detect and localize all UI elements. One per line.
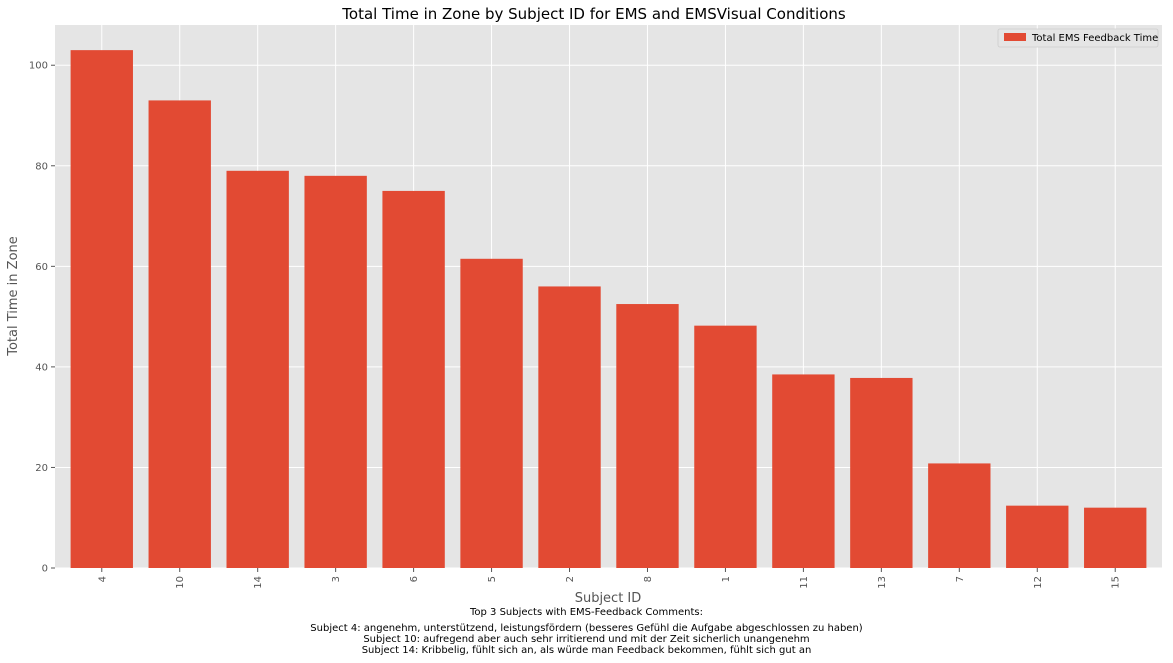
x-tick-label: 13 (877, 576, 888, 589)
comment-line: Subject 4: angenehm, unterstützend, leis… (310, 623, 863, 634)
x-tick-label: 8 (643, 576, 654, 582)
x-tick-label: 12 (1033, 576, 1044, 589)
bar-subject-7 (928, 463, 991, 568)
x-tick-label: 15 (1111, 576, 1122, 589)
bar-subject-6 (382, 190, 445, 568)
comment-line: Subject 14: Kribbelig, fühlt sich an, al… (361, 645, 812, 656)
plot-area (55, 25, 1162, 568)
comment-line: Subject 10: aufregend aber auch sehr irr… (363, 634, 810, 645)
bar-subject-2 (538, 286, 601, 568)
y-tick-label: 20 (35, 463, 48, 474)
bar-subject-13 (850, 377, 913, 568)
y-tick-label: 100 (29, 61, 48, 72)
bar-subject-5 (460, 258, 523, 568)
y-tick-label: 60 (35, 262, 48, 273)
bar-subject-1 (694, 325, 757, 568)
legend-label: Total EMS Feedback Time (1031, 33, 1158, 44)
x-tick-label: 11 (799, 576, 810, 589)
x-tick-label: 10 (175, 576, 186, 589)
bar-subject-3 (304, 175, 367, 569)
chart-title: Total Time in Zone by Subject ID for EMS… (341, 5, 846, 23)
bar-subject-15 (1084, 507, 1147, 568)
bar-chart: Total Time in Zone by Subject ID for EMS… (6, 5, 1162, 606)
x-tick-label: 4 (97, 576, 108, 582)
bar-subject-10 (148, 100, 211, 569)
bar-subject-4 (70, 50, 133, 568)
y-tick-label: 80 (35, 161, 48, 172)
y-axis-label: Total Time in Zone (6, 236, 21, 357)
comments-heading: Top 3 Subjects with EMS-Feedback Comment… (469, 607, 704, 618)
x-tick-label: 5 (487, 576, 498, 582)
bar-subject-12 (1006, 505, 1069, 568)
x-axis-label: Subject ID (575, 591, 642, 606)
x-tick-label: 3 (331, 576, 342, 582)
x-tick-label: 14 (253, 576, 264, 589)
y-tick-label: 40 (35, 362, 48, 373)
legend: Total EMS Feedback Time (997, 28, 1159, 48)
bar-subject-14 (226, 170, 289, 569)
legend-swatch (1004, 33, 1026, 41)
x-tick-label: 7 (955, 576, 966, 582)
bar-subject-11 (772, 374, 835, 568)
x-tick-label: 1 (721, 576, 732, 582)
bar-subject-8 (616, 304, 679, 568)
comments-block: Top 3 Subjects with EMS-Feedback Comment… (0, 607, 1173, 656)
x-tick-label: 6 (409, 576, 420, 582)
legend-box (997, 28, 1159, 48)
x-tick-label: 2 (565, 576, 576, 582)
y-tick-label: 0 (42, 564, 48, 575)
